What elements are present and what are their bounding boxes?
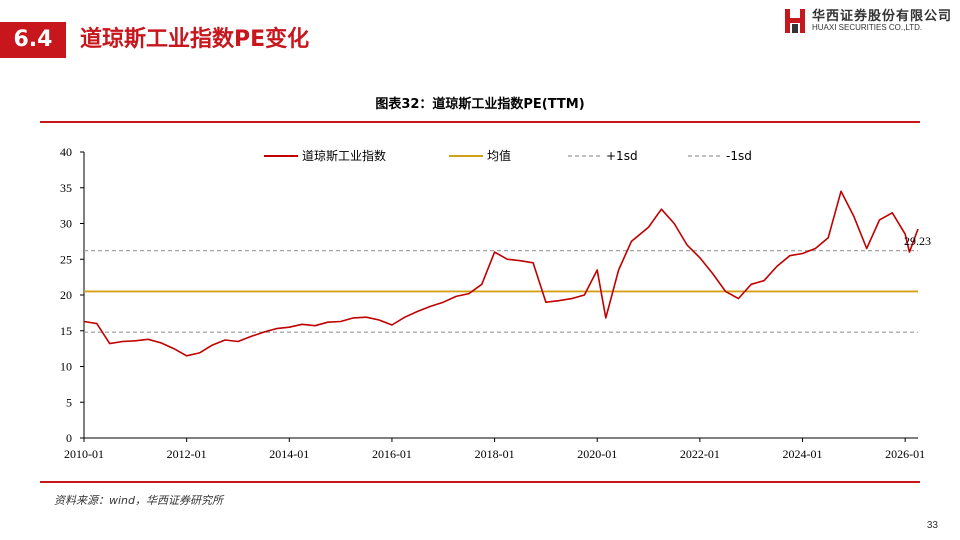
reference-lines	[84, 250, 918, 333]
x-tick-label: 2022-01	[680, 447, 720, 461]
page-number: 33	[926, 520, 938, 531]
y-tick-label: 25	[60, 252, 72, 266]
bottom-divider	[40, 481, 920, 483]
section-number-badge: 6.4	[0, 22, 66, 58]
x-tick-label: 2018-01	[475, 447, 515, 461]
y-tick-label: 40	[60, 145, 72, 159]
series-layer	[83, 190, 919, 357]
chart-title: 图表32：道琼斯工业指数PE(TTM)	[375, 97, 585, 112]
x-tick-label: 2024-01	[783, 447, 823, 461]
logo-company-name-en: HUAXI SECURITIES CO.,LTD.	[811, 22, 923, 32]
x-tick-label: 2010-01	[64, 447, 104, 461]
y-tick-label: 5	[66, 395, 72, 409]
x-tick-label: 2014-01	[269, 447, 309, 461]
x-tick-label: 2020-01	[577, 447, 617, 461]
y-tick-label: 0	[66, 431, 72, 445]
source-note: 资料来源：wind，华西证券研究所	[54, 494, 224, 507]
legend-plus-1sd-label: +1sd	[606, 149, 638, 163]
top-divider	[40, 121, 920, 123]
y-tick-label: 30	[60, 217, 72, 231]
last-value-label: 29.23	[904, 234, 931, 248]
x-tick-label: 2026-01	[885, 447, 925, 461]
logo-company-name-cn: 华西证券股份有限公司	[811, 8, 952, 24]
chart-legend: 道琼斯工业指数 均值 +1sd -1sd	[264, 148, 752, 163]
page-title: 道琼斯工业指数PE变化	[80, 27, 310, 52]
x-tick-label: 2012-01	[167, 447, 207, 461]
y-tick-label: 15	[60, 324, 72, 338]
legend-dow-jones-label: 道琼斯工业指数	[302, 148, 386, 163]
y-tick-label: 20	[60, 288, 72, 302]
y-tick-label: 35	[60, 181, 72, 195]
chart-axes: 0 5 10 15 20 25 30 35 40 2010-01 2012-01 2014-01 201…	[60, 145, 925, 461]
x-tick-label: 2016-01	[372, 447, 412, 461]
legend-minus-1sd-label: -1sd	[726, 149, 752, 163]
annotation-layer: 29.23	[904, 234, 931, 248]
pe-line-chart: 0 5 10 15 20 25 30 35 40 2010-01 2012-01 2014-01 201…	[60, 145, 931, 461]
y-tick-label: 10	[60, 360, 72, 374]
huaxi-logo-icon	[784, 9, 805, 33]
company-logo: 华西证券股份有限公司 HUAXI SECURITIES CO.,LTD.	[784, 6, 952, 36]
dow-jones-pe-line	[83, 190, 919, 357]
legend-mean-label: 均值	[487, 148, 511, 163]
